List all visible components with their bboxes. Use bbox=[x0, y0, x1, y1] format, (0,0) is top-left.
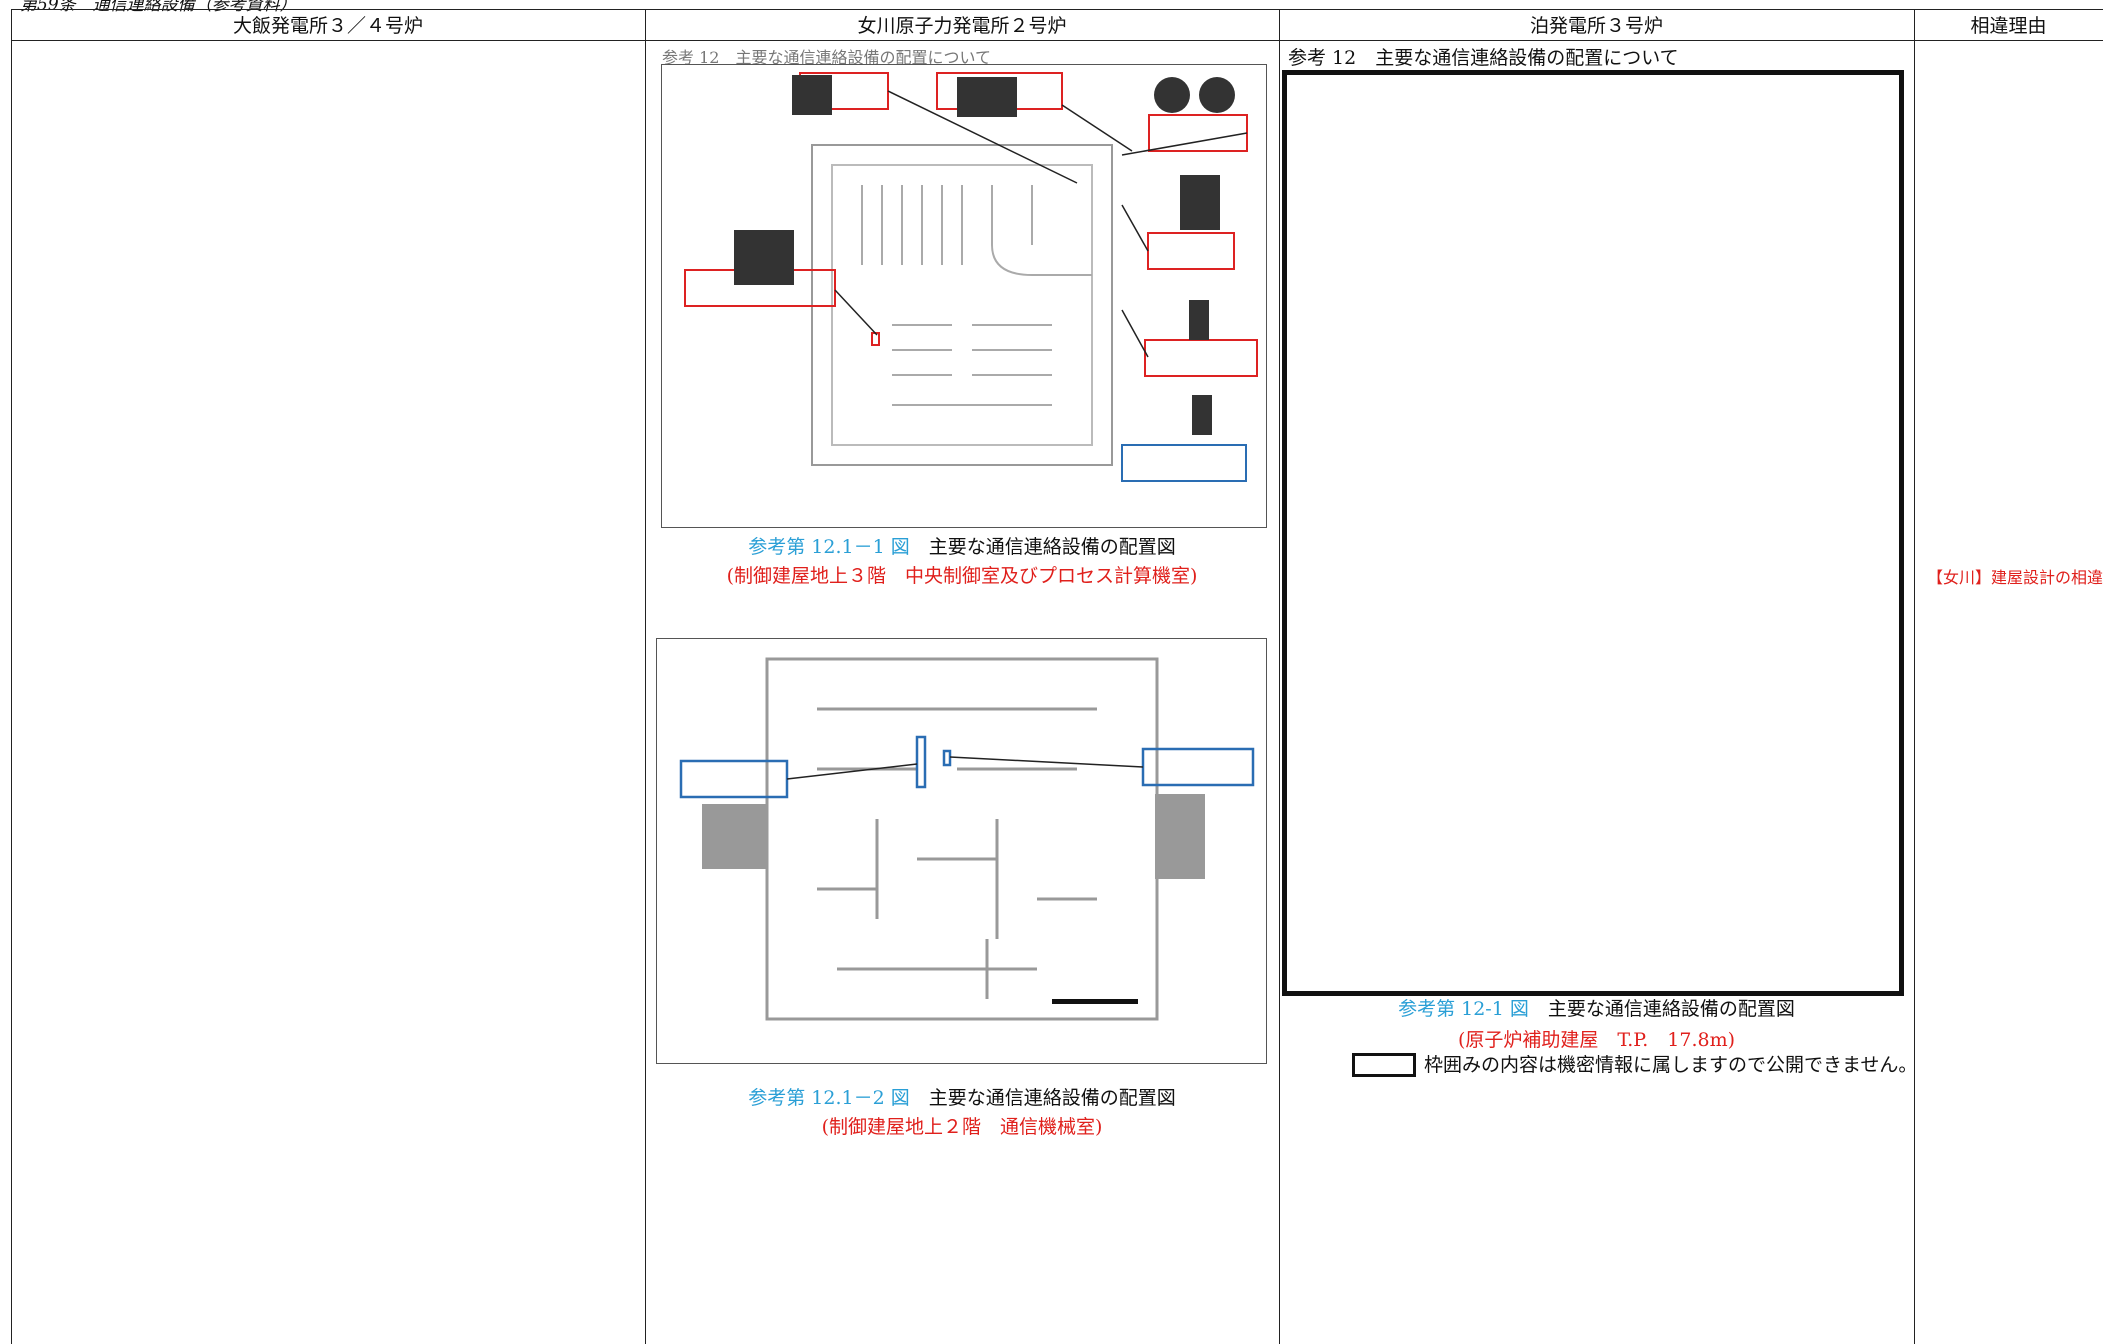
note: 枠囲みの内容は機密情報に属しますので公開できません。 bbox=[1424, 1054, 1918, 1076]
figure-number: 参考第 12-1 図 bbox=[1398, 998, 1529, 1020]
figure-location: (制御建屋地上３階 中央制御室及びプロセス計算機室) bbox=[726, 565, 1198, 587]
figure-caption: 参考第 12-1 図 主要な通信連絡設備の配置図 bbox=[1279, 994, 1914, 1021]
column-header: 泊発電所３号炉 bbox=[1529, 15, 1663, 37]
legend-frame bbox=[1352, 1053, 1416, 1077]
rule bbox=[11, 40, 2103, 41]
column-header: 相違理由 bbox=[1970, 15, 2047, 37]
figure-number: 参考第 12.1－2 図 bbox=[748, 1087, 910, 1109]
figure-location: (原子炉補助建屋 T.P. 17.8m) bbox=[1457, 1029, 1736, 1051]
rule bbox=[1914, 9, 1915, 1344]
floor-plan bbox=[684, 72, 1258, 482]
figure-caption: 参考第 12.1－1 図 主要な通信連絡設備の配置図 bbox=[645, 532, 1279, 559]
caption-text: 主要な通信連絡設備の配置図 bbox=[928, 536, 1176, 558]
redacted-frame bbox=[1282, 70, 1904, 996]
floor-plan-figure bbox=[661, 64, 1267, 528]
column-header: 大飯発電所３／４号炉 bbox=[232, 15, 423, 37]
floor-plan-figure bbox=[656, 638, 1267, 1064]
section-heading: 参考 12 主要な通信連絡設備の配置について bbox=[662, 48, 991, 67]
floor-plan bbox=[679, 657, 1255, 1021]
rule bbox=[645, 9, 646, 1344]
rule bbox=[11, 9, 12, 1344]
caption-text: 主要な通信連絡設備の配置図 bbox=[928, 1087, 1176, 1109]
rule bbox=[11, 9, 2103, 10]
figure-location: (制御建屋地上２階 通信機械室) bbox=[821, 1116, 1103, 1138]
rule bbox=[1279, 9, 1280, 1344]
reason-text: 【女川】建屋設計の相違 bbox=[1927, 568, 2103, 587]
caption-text: 主要な通信連絡設備の配置図 bbox=[1547, 998, 1795, 1020]
column-header: 女川原子力発電所２号炉 bbox=[857, 15, 1067, 37]
figure-caption: 参考第 12.1－2 図 主要な通信連絡設備の配置図 bbox=[645, 1083, 1279, 1110]
page-title: 第59条 通信連絡設備（参考資料） bbox=[20, 0, 297, 15]
figure-number: 参考第 12.1－1 図 bbox=[748, 536, 910, 558]
section-heading: 参考 12 主要な通信連絡設備の配置について bbox=[1288, 47, 1679, 69]
